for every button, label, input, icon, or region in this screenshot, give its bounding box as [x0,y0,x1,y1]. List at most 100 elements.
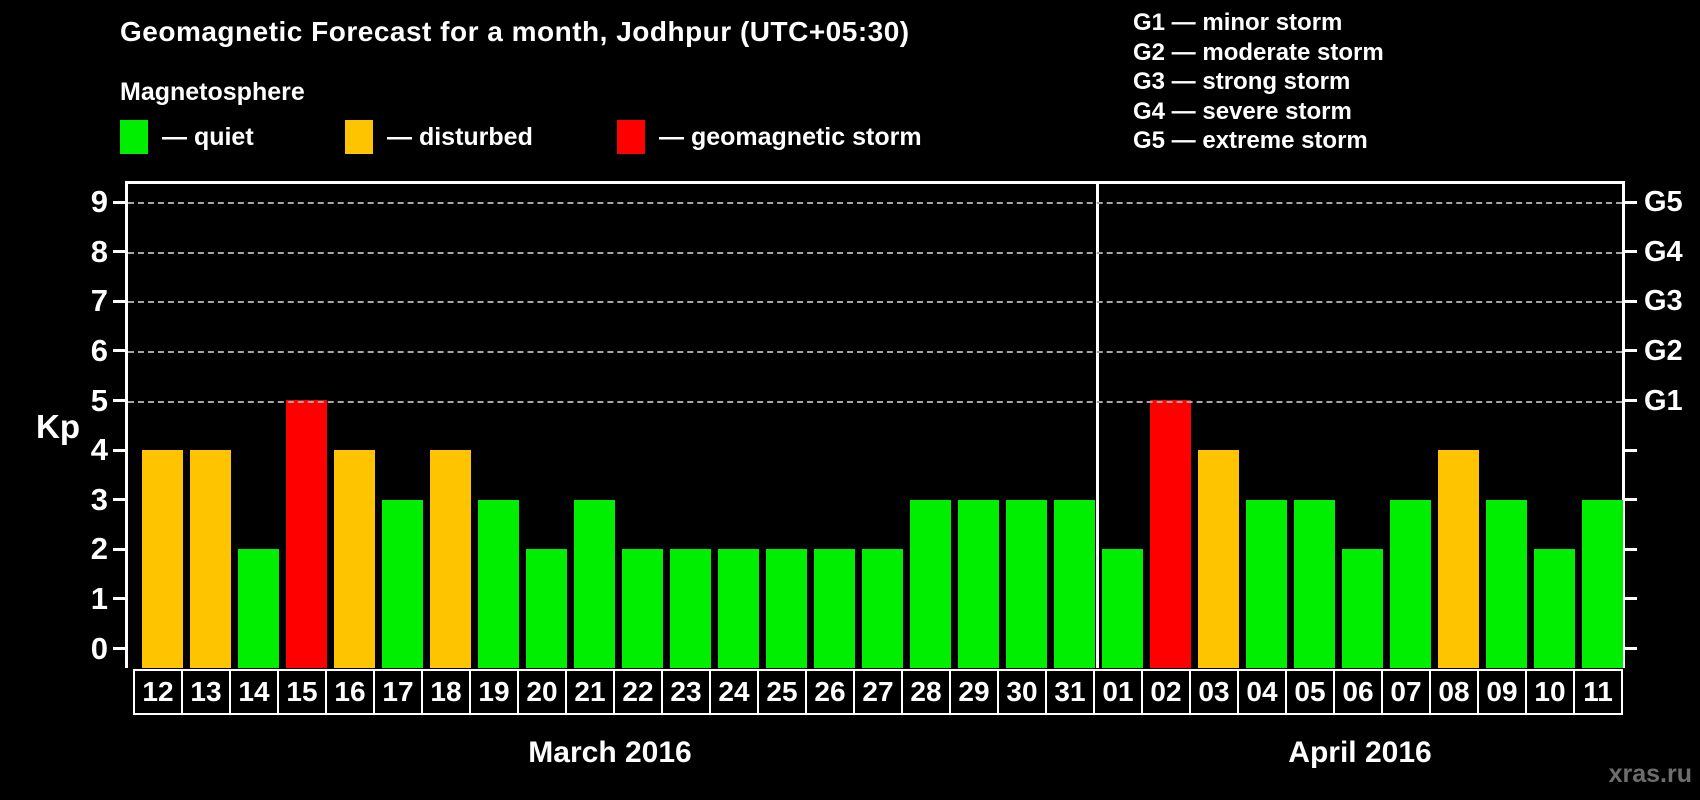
legend-label-storm: — geomagnetic storm [659,122,922,151]
day-slot [234,184,282,668]
bar-slot-row [138,184,1626,668]
kp-bar [1533,549,1575,668]
left-axis-tick [113,449,125,452]
day-label: 14 [229,669,279,715]
day-label: 18 [421,669,471,715]
chart-title: Geomagnetic Forecast for a month, Jodhpu… [120,16,910,47]
right-axis-tick [1625,250,1637,253]
day-slot [666,184,714,668]
day-label-row: 12 13 14 15 16 17 18 19 20 21 22 23 24 25 26 27 28 29 30 31… [133,669,1625,715]
right-axis-tick [1625,349,1637,352]
quiet-color-swatch [120,120,148,154]
kp-bar [1437,450,1479,668]
right-axis-tick [1625,597,1637,600]
month-label-march: March 2016 [528,736,692,769]
kp-bar [765,549,807,668]
day-slot [1194,184,1242,668]
legend-item-quiet: — quiet [120,120,254,154]
day-slot [570,184,618,668]
kp-bar [1053,500,1095,668]
day-label: 06 [1333,669,1383,715]
kp-bar [717,549,759,668]
kp-bar [669,549,711,668]
day-slot [810,184,858,668]
kp-bar [237,549,279,668]
legend-item-disturbed: — disturbed [345,120,533,154]
gridline-kp7 [128,301,1622,303]
left-axis-tick [113,349,125,352]
kp-bar [429,450,471,668]
day-label: 30 [997,669,1047,715]
y-axis-tick-label: 7 [90,283,108,318]
kp-bar [1197,450,1239,668]
day-slot [858,184,906,668]
day-label: 31 [1045,669,1095,715]
disturbed-color-swatch [345,120,373,154]
kp-bar [1101,549,1143,668]
day-label: 19 [469,669,519,715]
right-axis-tick [1625,300,1637,303]
right-axis-tick [1625,201,1637,204]
day-label: 25 [757,669,807,715]
month-separator-line [1096,184,1099,668]
g-axis-label-g2: G2 [1644,335,1683,367]
kp-bar [1485,500,1527,668]
magnetosphere-label: Magnetosphere [120,78,305,106]
gridline-kp8 [128,252,1622,254]
day-slot [282,184,330,668]
kp-bar [621,549,663,668]
watermark-xras: xras.ru [1608,760,1692,788]
day-slot [186,184,234,668]
day-label: 20 [517,669,567,715]
right-axis-tick [1625,449,1637,452]
y-axis-tick-label: 4 [90,432,108,467]
left-axis-tick [113,548,125,551]
day-slot [1050,184,1098,668]
y-axis-tick-label: 9 [90,184,108,219]
kp-axis-label: Kp [36,408,80,445]
left-axis-tick [113,647,125,650]
day-label: 04 [1237,669,1287,715]
day-slot [1002,184,1050,668]
day-slot [1482,184,1530,668]
day-label: 16 [325,669,375,715]
kp-bar [381,500,423,668]
day-slot [1146,184,1194,668]
storm-scale-legend-g5: G5 — extreme storm [1133,127,1368,154]
day-slot [762,184,810,668]
kp-bar [1389,500,1431,668]
y-axis-tick-label: 8 [90,234,108,269]
kp-bar [1341,549,1383,668]
day-label: 21 [565,669,615,715]
day-slot [378,184,426,668]
kp-bar [1149,400,1191,668]
day-slot [138,184,186,668]
day-slot [714,184,762,668]
day-slot [1434,184,1482,668]
kp-bar [333,450,375,668]
day-label: 03 [1189,669,1239,715]
day-label: 07 [1381,669,1431,715]
kp-bar [525,549,567,668]
kp-bar [477,500,519,668]
g-axis-label-g1: G1 [1644,385,1683,417]
kp-bar [1005,500,1047,668]
day-label: 08 [1429,669,1479,715]
month-label-april: April 2016 [1288,736,1432,769]
day-slot [474,184,522,668]
left-axis-tick [113,597,125,600]
kp-bar [957,500,999,668]
day-slot [1290,184,1338,668]
kp-bar [1293,500,1335,668]
day-slot [1242,184,1290,668]
storm-scale-legend: G1 — minor storm G2 — moderate storm G3 … [1133,8,1384,156]
y-axis-tick-label: 5 [90,383,108,418]
day-slot [618,184,666,668]
right-axis-tick [1625,647,1637,650]
left-axis-tick [113,300,125,303]
storm-color-swatch [617,120,645,154]
storm-scale-legend-g2: G2 — moderate storm [1133,38,1384,66]
kp-bar [1245,500,1287,668]
day-slot [330,184,378,668]
